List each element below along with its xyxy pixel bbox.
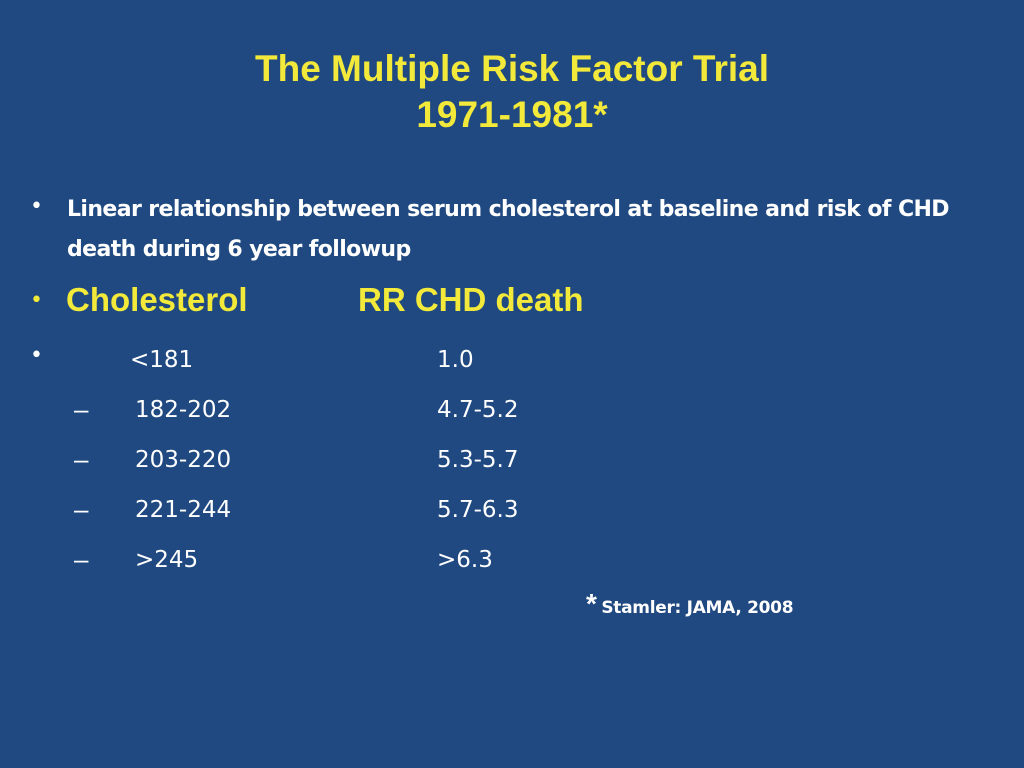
- cholesterol-value: <181: [130, 347, 194, 373]
- slide-title-line-1: The Multiple Risk Factor Trial: [255, 48, 769, 89]
- bullet-icon: •: [30, 343, 43, 368]
- bullet-icon: •: [30, 288, 43, 313]
- dash-icon: –: [74, 394, 89, 424]
- rr-value: 1.0: [437, 347, 474, 373]
- slide-title-line-2: 1971-1981*: [416, 94, 608, 135]
- dash-icon: –: [74, 544, 89, 574]
- bullet-icon: •: [30, 194, 43, 219]
- rr-value: 5.3-5.7: [437, 447, 519, 473]
- citation-marker: *: [586, 588, 597, 619]
- dash-icon: –: [74, 494, 89, 524]
- column-header-rr-chd-death: RR CHD death: [358, 281, 584, 318]
- cholesterol-value: 203-220: [135, 447, 232, 473]
- citation: * Stamler: JAMA, 2008: [586, 588, 794, 620]
- rr-value: >6.3: [437, 547, 493, 573]
- cholesterol-value: 182-202: [135, 397, 232, 423]
- column-header-cholesterol: Cholesterol: [66, 281, 248, 318]
- intro-text: Linear relationship between serum choles…: [67, 197, 950, 262]
- rr-value: 5.7-6.3: [437, 497, 519, 523]
- dash-icon: –: [74, 444, 89, 474]
- slide-title: The Multiple Risk Factor Trial 1971-1981…: [0, 46, 1024, 138]
- cholesterol-value: >245: [135, 547, 199, 573]
- citation-text: Stamler: JAMA, 2008: [601, 598, 794, 618]
- rr-value: 4.7-5.2: [437, 397, 519, 423]
- cholesterol-value: 221-244: [135, 497, 232, 523]
